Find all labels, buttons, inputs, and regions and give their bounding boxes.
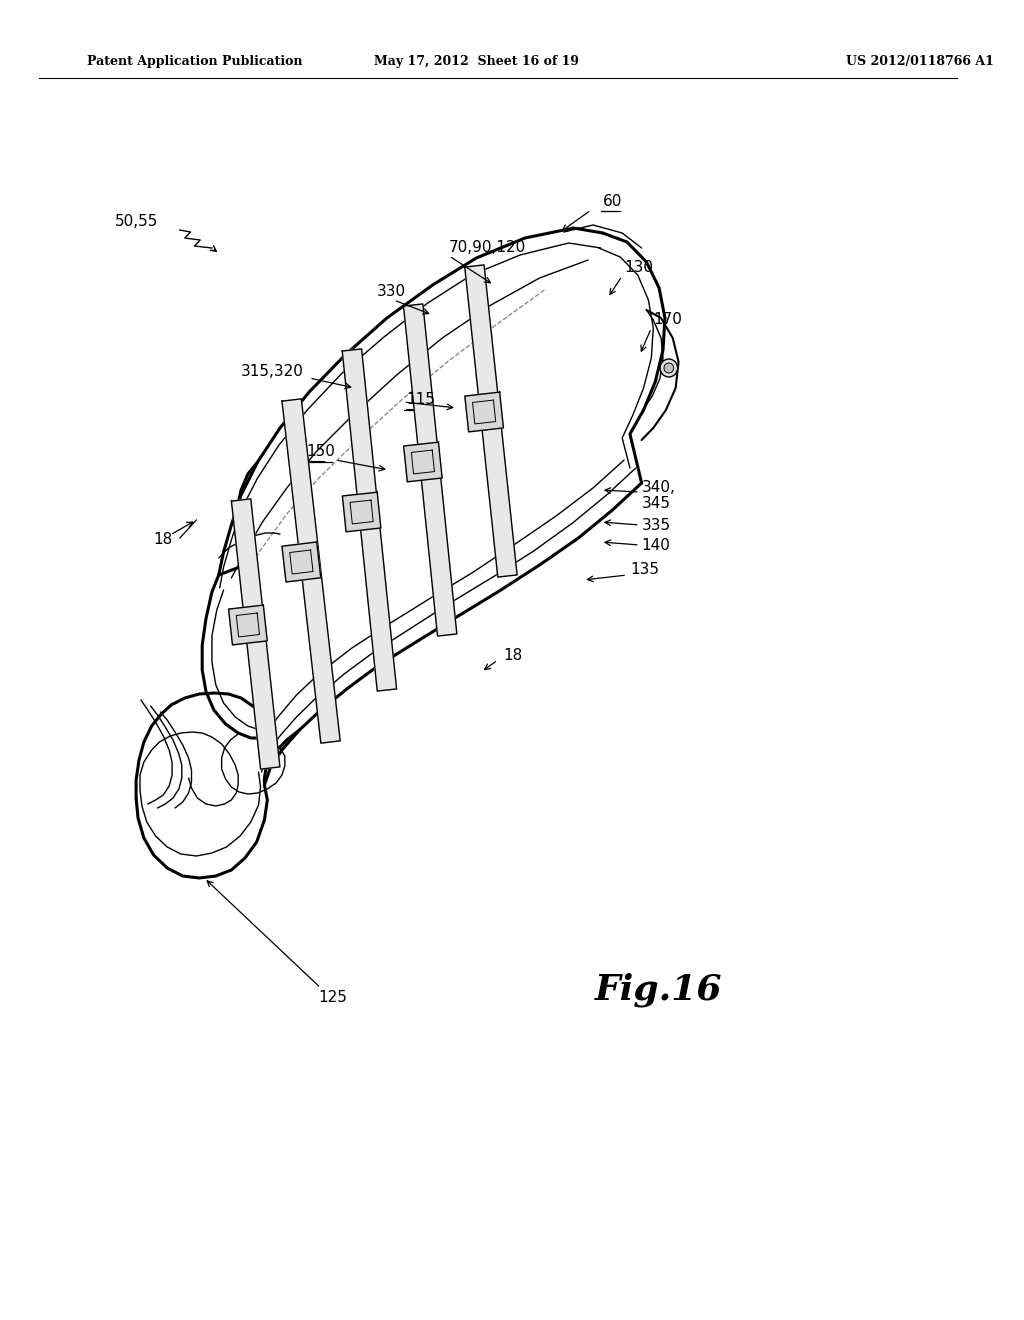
- Text: 18: 18: [504, 648, 523, 663]
- Text: 135: 135: [630, 562, 659, 578]
- Polygon shape: [342, 348, 396, 692]
- Text: 130: 130: [624, 260, 653, 276]
- Text: 315,320: 315,320: [241, 364, 304, 380]
- Polygon shape: [403, 442, 442, 482]
- Text: 125: 125: [318, 990, 347, 1006]
- Circle shape: [660, 359, 678, 378]
- Polygon shape: [403, 304, 457, 636]
- Text: 140: 140: [642, 537, 671, 553]
- Text: 330: 330: [377, 285, 407, 300]
- Text: 70,90,120: 70,90,120: [450, 240, 526, 256]
- Text: Fig.16: Fig.16: [595, 973, 723, 1007]
- Text: 150: 150: [306, 445, 335, 459]
- Circle shape: [664, 363, 674, 374]
- Text: 115: 115: [407, 392, 435, 408]
- Text: Patent Application Publication: Patent Application Publication: [87, 55, 303, 69]
- Polygon shape: [282, 399, 340, 743]
- Text: May 17, 2012  Sheet 16 of 19: May 17, 2012 Sheet 16 of 19: [374, 55, 579, 69]
- Polygon shape: [465, 265, 517, 577]
- Text: 50,55: 50,55: [115, 214, 158, 230]
- Text: 170: 170: [653, 313, 682, 327]
- Text: 345: 345: [642, 496, 671, 511]
- Text: 60: 60: [603, 194, 623, 210]
- Text: 335: 335: [642, 517, 671, 532]
- Text: US 2012/0118766 A1: US 2012/0118766 A1: [846, 55, 993, 69]
- Polygon shape: [228, 605, 267, 645]
- Text: 340,: 340,: [642, 480, 676, 495]
- Text: 18: 18: [154, 532, 173, 548]
- Polygon shape: [231, 499, 280, 770]
- Polygon shape: [282, 543, 321, 582]
- Polygon shape: [342, 492, 381, 532]
- Polygon shape: [465, 392, 504, 432]
